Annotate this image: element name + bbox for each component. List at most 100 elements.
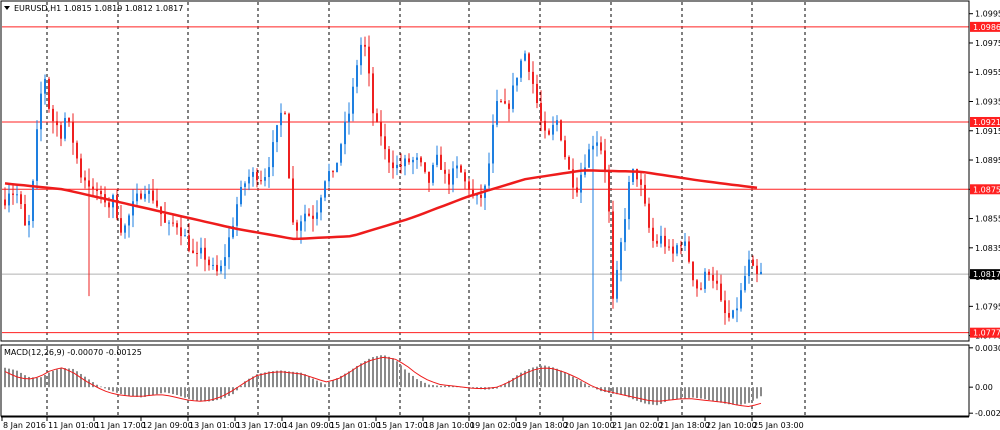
candle-bull bbox=[684, 241, 686, 246]
price-pane[interactable]: EURUSD,H1 1.0815 1.0819 1.0812 1.0817 bbox=[0, 0, 970, 342]
macd-bar bbox=[500, 386, 502, 388]
macd-bar bbox=[112, 387, 114, 392]
candle-bear bbox=[608, 171, 610, 212]
macd-bar bbox=[708, 387, 710, 401]
macd-bar bbox=[204, 387, 206, 402]
macd-bar bbox=[504, 383, 506, 388]
macd-bar bbox=[288, 371, 290, 388]
macd-bar bbox=[360, 363, 362, 388]
macd-bar bbox=[248, 378, 250, 388]
time-tick-label: 19 Jan 18:00 bbox=[517, 421, 568, 430]
macd-bar bbox=[548, 366, 550, 388]
macd-label: MACD(12,26,9) -0.00070 -0.00125 bbox=[4, 348, 142, 357]
macd-bar bbox=[348, 371, 350, 388]
macd-bar bbox=[688, 387, 690, 398]
candle-bull bbox=[316, 212, 318, 219]
macd-bar bbox=[744, 387, 746, 404]
candle-bear bbox=[180, 227, 182, 237]
candle-bear bbox=[532, 71, 534, 84]
candle-bear bbox=[284, 112, 286, 114]
macd-bar bbox=[736, 387, 738, 406]
macd-bar bbox=[312, 378, 314, 388]
macd-bar bbox=[140, 387, 142, 398]
candle-bear bbox=[668, 246, 670, 248]
macd-bar bbox=[760, 387, 762, 397]
macd-bar bbox=[732, 387, 734, 405]
macd-bar bbox=[532, 367, 534, 388]
macd-bar bbox=[32, 377, 34, 388]
macd-bar bbox=[704, 387, 706, 400]
macd-bar bbox=[404, 369, 406, 388]
macd-bar bbox=[372, 357, 374, 388]
macd-bar bbox=[164, 387, 166, 393]
candle-bear bbox=[260, 180, 262, 182]
candle-bear bbox=[508, 103, 510, 109]
macd-bar bbox=[316, 380, 318, 388]
price-tick-label: 1.0995 bbox=[975, 10, 1000, 19]
candle-bull bbox=[328, 171, 330, 182]
candle-bull bbox=[8, 193, 10, 206]
macd-pane[interactable]: MACD(12,26,9) -0.00070 -0.00125 bbox=[0, 344, 970, 417]
macd-bar bbox=[640, 387, 642, 403]
candle-bear bbox=[308, 213, 310, 216]
macd-bar bbox=[220, 387, 222, 400]
level-tag-label: 1.0777 bbox=[973, 329, 1000, 338]
candle-bull bbox=[616, 269, 618, 299]
macd-bar bbox=[216, 387, 218, 401]
macd-bar bbox=[120, 387, 122, 394]
macd-bar bbox=[728, 387, 730, 405]
candle-bull bbox=[132, 201, 134, 216]
macd-bar bbox=[228, 387, 230, 396]
macd-bar bbox=[440, 385, 442, 388]
time-tick-label: 15 Jan 17:00 bbox=[377, 421, 428, 430]
time-tick-label: 25 Jan 03:00 bbox=[753, 421, 804, 430]
candle-bull bbox=[304, 213, 306, 222]
price-tick-label: 1.0935 bbox=[975, 97, 1000, 106]
candle-bull bbox=[352, 86, 354, 114]
macd-bar bbox=[40, 377, 42, 388]
macd-bar bbox=[672, 387, 674, 400]
price-tick-label: 1.0835 bbox=[975, 244, 1000, 253]
macd-bar bbox=[452, 386, 454, 388]
macd-bar bbox=[132, 387, 134, 397]
macd-bar bbox=[384, 355, 386, 388]
macd-bar bbox=[272, 371, 274, 388]
macd-bar bbox=[528, 369, 530, 388]
macd-bar bbox=[124, 387, 126, 395]
current-price-tag: 1.0817 bbox=[970, 269, 1000, 280]
macd-bar bbox=[536, 366, 538, 388]
macd-bar bbox=[28, 376, 30, 388]
candle-bear bbox=[400, 164, 402, 167]
candle-bull bbox=[456, 165, 458, 169]
macd-bar bbox=[392, 358, 394, 388]
candle-bull bbox=[268, 167, 270, 178]
macd-bar bbox=[24, 375, 26, 388]
candle-bear bbox=[160, 206, 162, 215]
macd-bar bbox=[568, 374, 570, 388]
candle-bear bbox=[188, 235, 190, 251]
macd-bar bbox=[268, 371, 270, 388]
candle-bear bbox=[88, 180, 90, 187]
macd-bar bbox=[396, 361, 398, 388]
candle-bull bbox=[44, 78, 46, 94]
macd-bar bbox=[756, 387, 758, 399]
candle-bear bbox=[716, 280, 718, 284]
candle-bull bbox=[168, 222, 170, 224]
candle-bear bbox=[644, 184, 646, 204]
macd-bar bbox=[652, 387, 654, 405]
candle-bull bbox=[524, 53, 526, 61]
candle-bull bbox=[452, 168, 454, 185]
candle-bull bbox=[136, 193, 138, 202]
candle-bear bbox=[656, 240, 658, 244]
candle-bull bbox=[412, 159, 414, 163]
candle-bull bbox=[660, 235, 662, 244]
macd-bar bbox=[540, 365, 542, 388]
level-price-tags: 1.0986 1.0921 1.0875 1.0777 bbox=[970, 21, 1000, 338]
chevron-down-icon[interactable] bbox=[4, 6, 10, 10]
level-tag-label: 1.0986 bbox=[973, 23, 1000, 32]
macd-bar bbox=[356, 365, 358, 388]
candle-bear bbox=[108, 202, 110, 208]
time-tick-label: 22 Jan 10:00 bbox=[706, 421, 757, 430]
